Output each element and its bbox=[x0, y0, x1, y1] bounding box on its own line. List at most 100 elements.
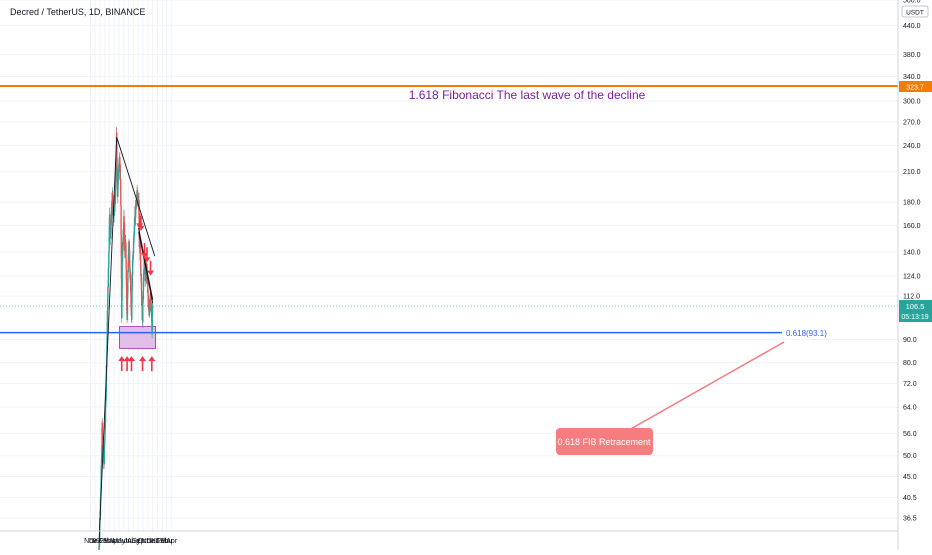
candle-body[interactable] bbox=[107, 268, 110, 287]
candle-body[interactable] bbox=[102, 436, 104, 451]
candle-body[interactable] bbox=[105, 380, 107, 392]
support-zone[interactable] bbox=[119, 326, 156, 349]
candle-body[interactable] bbox=[121, 300, 123, 319]
arrow-up-icon[interactable] bbox=[118, 356, 126, 362]
candle-body[interactable] bbox=[145, 277, 147, 280]
candle-body[interactable] bbox=[117, 172, 120, 179]
candle-body[interactable] bbox=[126, 294, 129, 299]
candle-body[interactable] bbox=[135, 205, 137, 210]
candle-body[interactable] bbox=[115, 161, 117, 164]
candle-body[interactable] bbox=[126, 298, 129, 315]
candle-body[interactable] bbox=[125, 279, 128, 288]
time-tick-label: Dec bbox=[146, 538, 159, 545]
candle-body[interactable] bbox=[113, 213, 115, 216]
callout-box bbox=[556, 428, 653, 455]
candle-body[interactable] bbox=[131, 274, 133, 288]
candle-body[interactable] bbox=[131, 303, 133, 320]
price-tick-label: 300.0 bbox=[903, 99, 921, 106]
arrow-down-icon[interactable] bbox=[147, 270, 155, 276]
arrow-up-icon[interactable] bbox=[128, 356, 135, 362]
candle-body[interactable] bbox=[104, 440, 106, 443]
candle-body[interactable] bbox=[134, 209, 137, 218]
candle-body[interactable] bbox=[98, 537, 101, 543]
candle-body[interactable] bbox=[125, 287, 128, 300]
candle-body[interactable] bbox=[106, 322, 108, 337]
arrow-up-icon[interactable] bbox=[148, 356, 156, 362]
candle-body[interactable] bbox=[151, 306, 154, 309]
last-price-value: 106.5 bbox=[906, 302, 925, 311]
candle-body[interactable] bbox=[116, 168, 119, 183]
candle-body[interactable] bbox=[125, 268, 128, 280]
candle-body[interactable] bbox=[126, 314, 128, 320]
candle-body[interactable] bbox=[103, 448, 105, 465]
candle-body[interactable] bbox=[131, 260, 134, 276]
candle-body[interactable] bbox=[108, 244, 110, 252]
candle-body[interactable] bbox=[125, 245, 127, 260]
candle-body[interactable] bbox=[120, 193, 122, 205]
candle-body[interactable] bbox=[104, 424, 106, 437]
trendline-2[interactable] bbox=[116, 137, 156, 257]
trendline-4[interactable] bbox=[138, 231, 154, 304]
candle-body[interactable] bbox=[131, 290, 133, 304]
candle-body[interactable] bbox=[121, 288, 123, 301]
candle-body[interactable] bbox=[120, 206, 122, 235]
candle-body[interactable] bbox=[114, 203, 116, 211]
candle-body[interactable] bbox=[111, 203, 113, 216]
arrow-up-icon[interactable] bbox=[139, 356, 147, 362]
time-tick-label: Jul bbox=[124, 538, 133, 545]
time-tick-label: Mar bbox=[161, 538, 174, 545]
candle-body[interactable] bbox=[116, 157, 118, 168]
callout[interactable]: 0.618 FIB Retracement bbox=[556, 341, 785, 455]
candle-body[interactable] bbox=[139, 258, 142, 269]
trendline-3[interactable] bbox=[138, 227, 154, 300]
candle-body[interactable] bbox=[129, 272, 132, 279]
candle-body[interactable] bbox=[142, 290, 145, 300]
candle-body[interactable] bbox=[124, 234, 126, 251]
candle-body[interactable] bbox=[121, 262, 123, 289]
arrow-down-icon[interactable] bbox=[137, 225, 145, 231]
arrow-up-icon[interactable] bbox=[123, 356, 131, 362]
candle-body[interactable] bbox=[119, 178, 122, 194]
candle-body[interactable] bbox=[115, 163, 117, 184]
candle-body[interactable] bbox=[108, 252, 110, 265]
candle-body[interactable] bbox=[147, 283, 149, 293]
price-tick-label: 56.0 bbox=[903, 431, 917, 438]
candle-body[interactable] bbox=[100, 466, 102, 483]
candle-body[interactable] bbox=[142, 302, 144, 323]
candle-body[interactable] bbox=[104, 407, 107, 423]
candle-body[interactable] bbox=[151, 318, 153, 329]
candle-body[interactable] bbox=[143, 269, 145, 272]
candle-body[interactable] bbox=[133, 224, 136, 233]
candle-body[interactable] bbox=[107, 298, 109, 310]
candle-body[interactable] bbox=[101, 422, 104, 438]
time-axis[interactable]: NovDec2021FebMarAprMayJunJulAugSepOctNov… bbox=[0, 530, 898, 545]
candle-body[interactable] bbox=[138, 200, 140, 219]
candle-body[interactable] bbox=[100, 458, 103, 466]
time-tick-label: Dec bbox=[89, 538, 102, 545]
currency-badge[interactable] bbox=[901, 5, 929, 18]
candle-body[interactable] bbox=[120, 234, 122, 257]
candle-body[interactable] bbox=[140, 290, 143, 296]
price-axis[interactable]: 36.5 40.5 45.0 50.0 56.0 64.0 72.0 80.0 90.0 112.… bbox=[897, 0, 932, 550]
arrow-down-icon[interactable] bbox=[143, 257, 151, 263]
candle-body[interactable] bbox=[130, 294, 132, 308]
candle-body[interactable] bbox=[142, 277, 145, 291]
candle-body[interactable] bbox=[107, 264, 110, 268]
candle-body[interactable] bbox=[107, 267, 110, 269]
trendline-1[interactable] bbox=[98, 137, 118, 538]
candle-body[interactable] bbox=[109, 224, 111, 227]
candle-body[interactable] bbox=[125, 259, 127, 269]
candle-body[interactable] bbox=[120, 256, 123, 279]
price-tick-label: 124.0 bbox=[903, 273, 921, 280]
candle-body[interactable] bbox=[130, 278, 132, 292]
candle-body[interactable] bbox=[116, 143, 118, 158]
candle-body[interactable] bbox=[109, 214, 111, 225]
candle-body[interactable] bbox=[122, 249, 124, 251]
candle-body[interactable] bbox=[112, 195, 114, 207]
candle-body[interactable] bbox=[119, 165, 122, 181]
candle-body[interactable] bbox=[136, 190, 139, 193]
candle-body[interactable] bbox=[123, 222, 126, 238]
candle-body[interactable] bbox=[121, 258, 124, 263]
candle-body[interactable] bbox=[108, 226, 110, 245]
